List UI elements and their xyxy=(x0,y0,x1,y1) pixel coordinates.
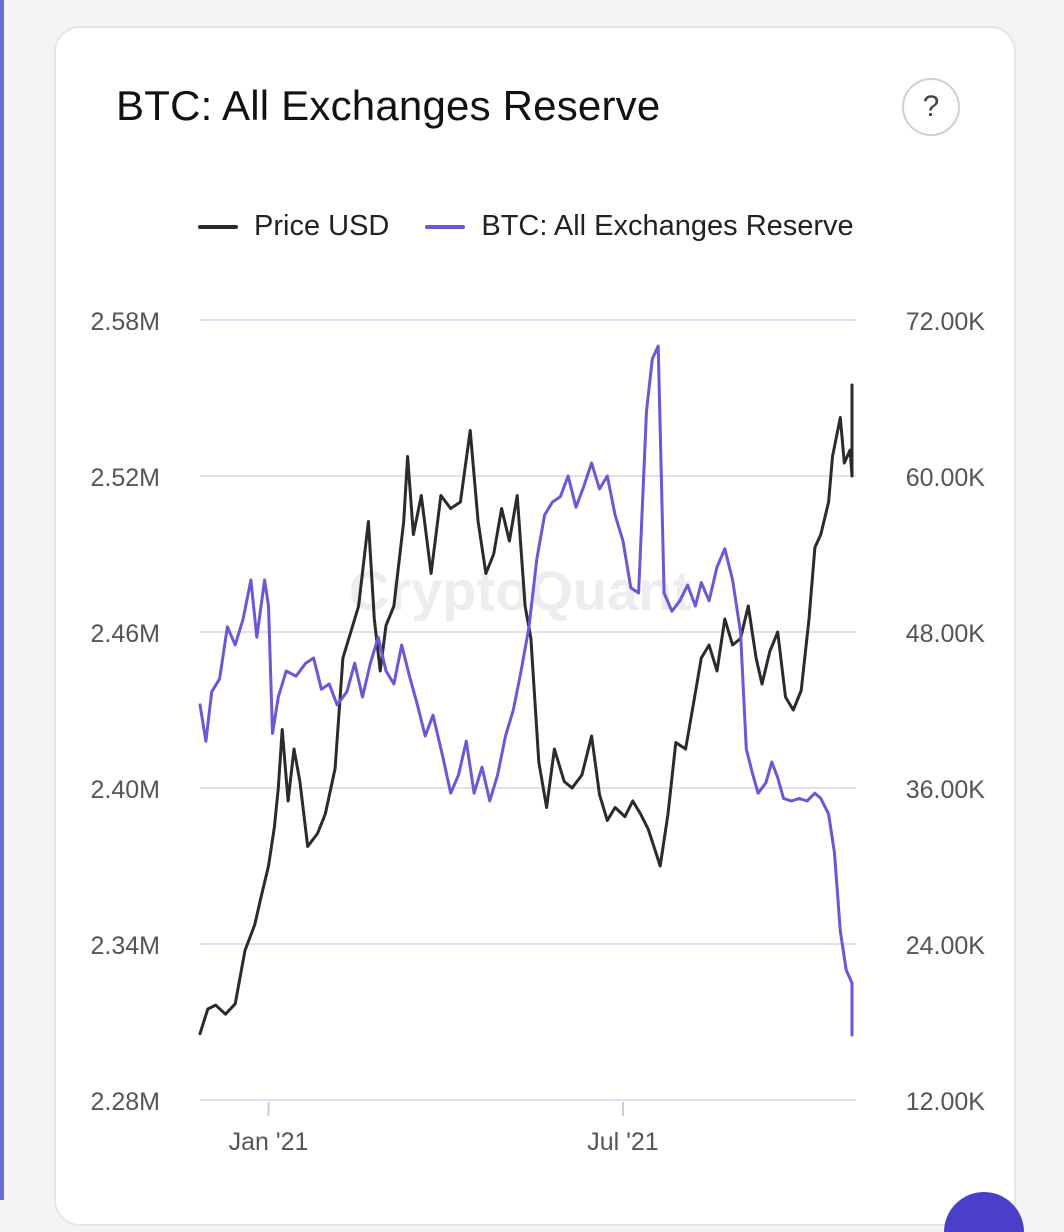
y-right-tick-label: 60.00K xyxy=(906,464,986,492)
legend-swatch-price xyxy=(198,224,238,229)
legend-swatch-reserve xyxy=(425,224,466,229)
chart-plot: CryptoQuant 2.58M2.52M2.46M2.40M2.34M2.2… xyxy=(91,308,986,1156)
y-left-tick-label: 2.34M xyxy=(91,932,160,960)
window-edge xyxy=(0,0,4,1200)
legend-label-price: Price USD xyxy=(254,210,390,242)
y-right-tick-label: 12.00K xyxy=(906,1088,986,1116)
y-left-tick-label: 2.40M xyxy=(91,776,160,804)
y-right-tick-label: 36.00K xyxy=(906,776,986,804)
x-tick-label: Jan '21 xyxy=(229,1128,309,1156)
y-left-tick-label: 2.52M xyxy=(91,464,160,492)
question-mark-icon: ? xyxy=(922,90,940,123)
y-right-tick-label: 72.00K xyxy=(906,308,986,336)
x-tick-label: Jul '21 xyxy=(587,1128,658,1156)
series-line-reserve[interactable] xyxy=(198,344,854,1037)
legend-label-reserve: BTC: All Exchanges Reserve xyxy=(481,210,854,242)
legend-item-price[interactable]: Price USD xyxy=(198,210,389,243)
chart-title: BTC: All Exchanges Reserve xyxy=(116,82,661,129)
chart-legend: Price USD BTC: All Exchanges Reserve xyxy=(198,210,890,243)
help-button[interactable]: ? xyxy=(902,78,960,136)
y-right-tick-label: 48.00K xyxy=(906,620,986,648)
y-left-tick-label: 2.58M xyxy=(91,308,160,336)
y-left-tick-label: 2.46M xyxy=(91,620,160,648)
y-right-tick-label: 24.00K xyxy=(906,932,986,960)
y-left-tick-label: 2.28M xyxy=(91,1088,160,1116)
series-line-price[interactable] xyxy=(198,383,854,1036)
legend-item-reserve[interactable]: BTC: All Exchanges Reserve xyxy=(425,210,854,243)
